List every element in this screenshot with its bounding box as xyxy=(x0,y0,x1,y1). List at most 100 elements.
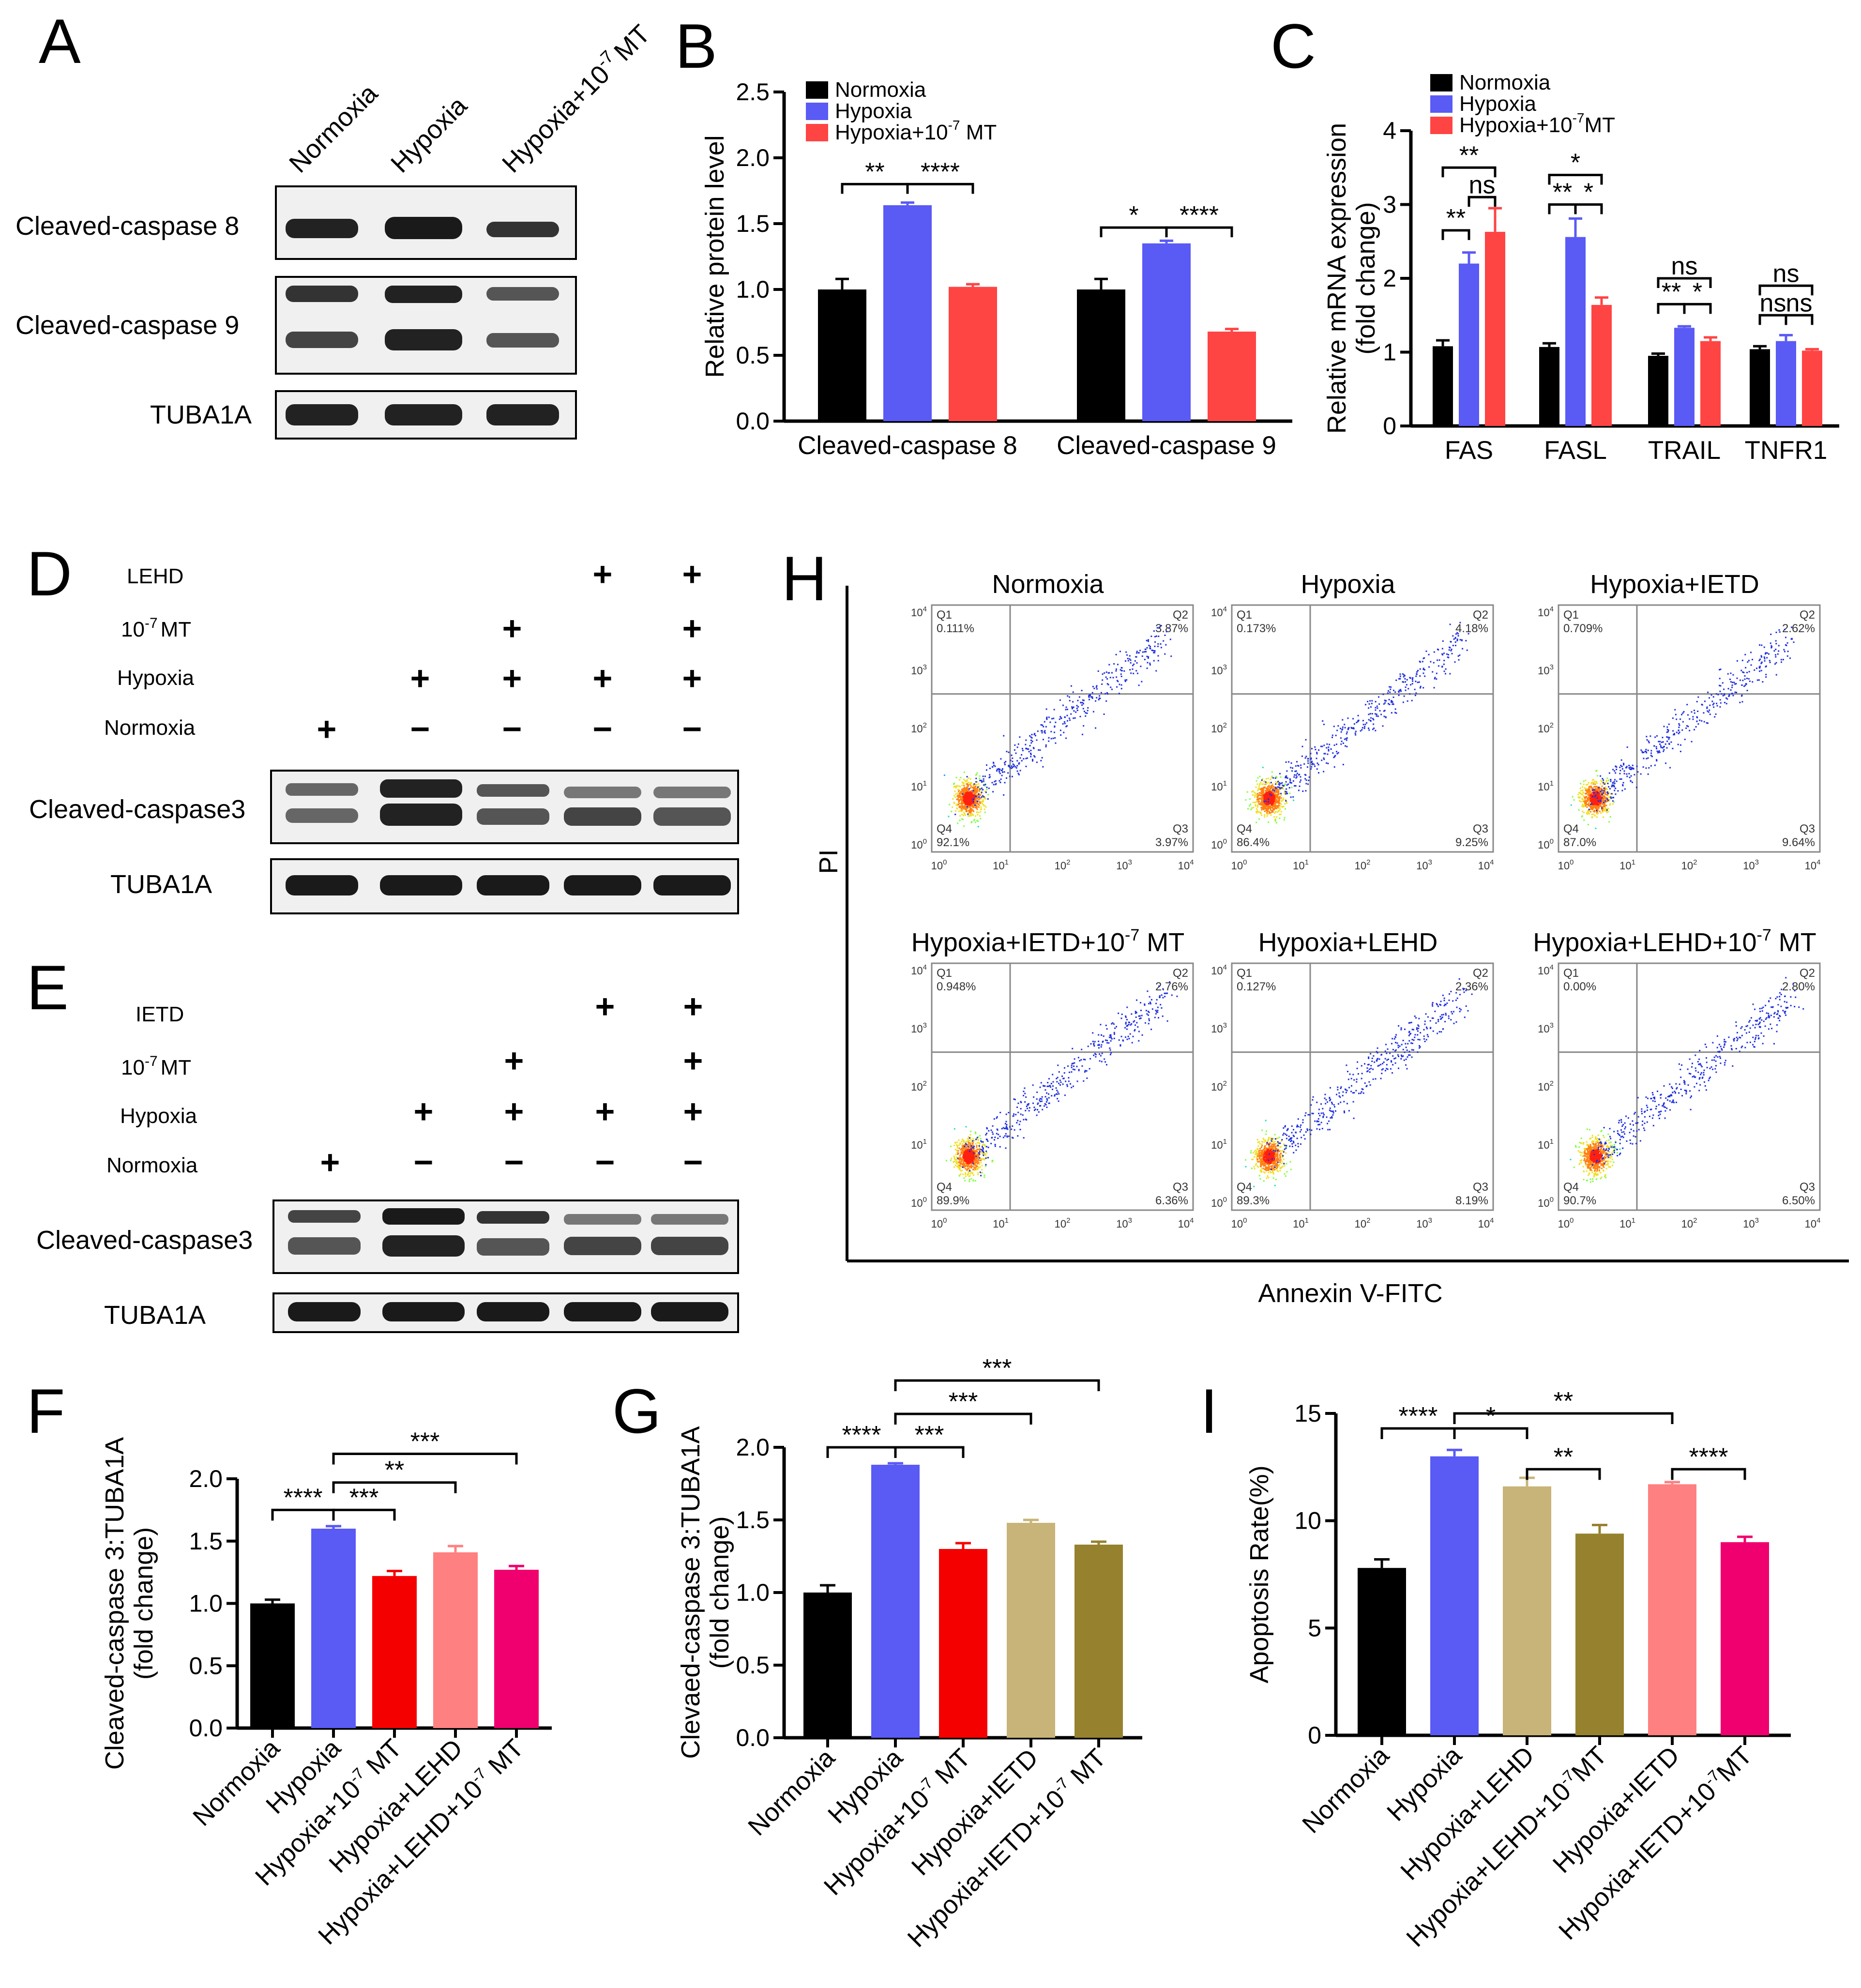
flow-dot xyxy=(1030,736,1032,738)
flow-dot xyxy=(1278,799,1280,801)
flow-dot xyxy=(1758,679,1760,681)
flow-dot xyxy=(959,1165,961,1167)
flow-dot xyxy=(1065,737,1067,739)
flow-dot xyxy=(1053,709,1055,711)
flow-dot xyxy=(1277,792,1279,794)
flow-dot xyxy=(974,1154,976,1156)
flow-dot xyxy=(1256,783,1258,785)
flow-dot xyxy=(982,795,984,797)
flow-dot xyxy=(970,793,972,795)
flow-dot xyxy=(1160,625,1162,627)
flow-dot xyxy=(1288,787,1290,789)
flow-dot xyxy=(1741,659,1743,661)
flow-dot xyxy=(1168,627,1170,629)
flow-dot xyxy=(1316,768,1318,770)
flow-dot xyxy=(1299,785,1301,787)
flow-dot xyxy=(984,1145,986,1147)
flow-dot xyxy=(1347,717,1349,719)
flow-dot xyxy=(1593,805,1595,807)
flow-dot xyxy=(1390,701,1392,703)
flow-dot xyxy=(1296,776,1298,778)
flow-dot xyxy=(1286,770,1288,772)
flow-dot xyxy=(965,809,967,811)
flow-dot xyxy=(1791,626,1793,628)
flow-dot xyxy=(958,1161,960,1163)
flow-dot xyxy=(1355,734,1357,736)
flow-dot xyxy=(1297,765,1299,767)
flow-dot xyxy=(1032,760,1034,762)
flow-dot xyxy=(1604,807,1606,809)
flow-dot xyxy=(1098,698,1100,700)
flow-dot xyxy=(1265,806,1267,808)
flow-dot xyxy=(1126,654,1128,656)
flow-dot xyxy=(1268,798,1270,800)
flow-dot xyxy=(1447,654,1449,656)
flow-dot xyxy=(1322,720,1324,722)
flow-dot xyxy=(1144,658,1146,660)
flow-dot xyxy=(1323,757,1325,759)
flow-dot xyxy=(955,1144,957,1146)
flow-dot xyxy=(975,789,977,791)
flow-dot xyxy=(1257,804,1259,806)
flow-dot xyxy=(1260,788,1262,789)
flow-dot xyxy=(964,1153,966,1155)
flow-dot xyxy=(1599,800,1601,802)
flow-dot xyxy=(1254,794,1256,796)
flow-dot xyxy=(1614,779,1616,781)
flow-dot xyxy=(1074,717,1076,719)
flow-dot xyxy=(1377,715,1379,717)
flow-dot xyxy=(1719,706,1721,708)
flow-plot-title: Hypoxia+IETD+10-7 MT xyxy=(911,926,1184,957)
flow-dot xyxy=(1125,651,1127,653)
flow-y-tick-label: 103 xyxy=(911,1021,927,1035)
flow-dot xyxy=(1269,805,1271,807)
flow-dot xyxy=(1068,696,1070,698)
flow-dot xyxy=(1391,700,1392,702)
flow-dot xyxy=(1347,728,1349,729)
flow-dot xyxy=(1272,801,1274,803)
band xyxy=(477,808,549,825)
flow-dot xyxy=(1268,802,1270,804)
flow-dot xyxy=(1011,765,1013,767)
flow-dot xyxy=(1601,791,1603,793)
flow-dot xyxy=(1069,699,1071,701)
flow-dot xyxy=(1041,730,1043,732)
flow-dot xyxy=(1701,720,1703,722)
flow-dot xyxy=(1364,724,1366,726)
flow-dot xyxy=(1265,795,1267,797)
flow-dot xyxy=(974,1167,976,1169)
flow-dot xyxy=(1389,691,1391,693)
flow-dot xyxy=(1284,803,1286,805)
flow-dot xyxy=(1649,735,1651,737)
flow-dot xyxy=(968,784,969,786)
flow-dot xyxy=(1591,816,1593,818)
flow-dot xyxy=(1076,707,1078,709)
flow-dot xyxy=(1586,789,1588,791)
flow-dot xyxy=(969,815,971,817)
flow-dot xyxy=(1270,782,1272,784)
flow-dot xyxy=(1613,784,1615,786)
flow-dot xyxy=(1326,762,1328,764)
flow-dot xyxy=(1606,800,1608,802)
flow-dot xyxy=(1599,795,1601,797)
flow-dot xyxy=(961,793,963,795)
plus-mark: + xyxy=(595,1093,615,1130)
flow-dot xyxy=(1712,696,1714,698)
flow-dot xyxy=(967,792,969,794)
flow-dot xyxy=(1265,792,1267,794)
flow-plot-frame xyxy=(1558,604,1821,853)
flow-dot xyxy=(980,779,982,781)
flow-dot xyxy=(1589,804,1590,806)
flow-dot xyxy=(1261,802,1263,804)
flow-dot xyxy=(958,779,960,781)
quadrant-name: Q1 xyxy=(1237,608,1252,622)
flow-dot xyxy=(973,790,975,792)
flow-dot xyxy=(968,794,969,796)
flow-dot xyxy=(986,789,988,790)
flow-dot xyxy=(1063,721,1065,723)
flow-dot xyxy=(1011,754,1013,756)
flow-dot xyxy=(1645,767,1647,769)
flow-dot xyxy=(964,779,966,781)
flow-dot xyxy=(1254,796,1256,798)
flow-dot xyxy=(1768,653,1770,655)
